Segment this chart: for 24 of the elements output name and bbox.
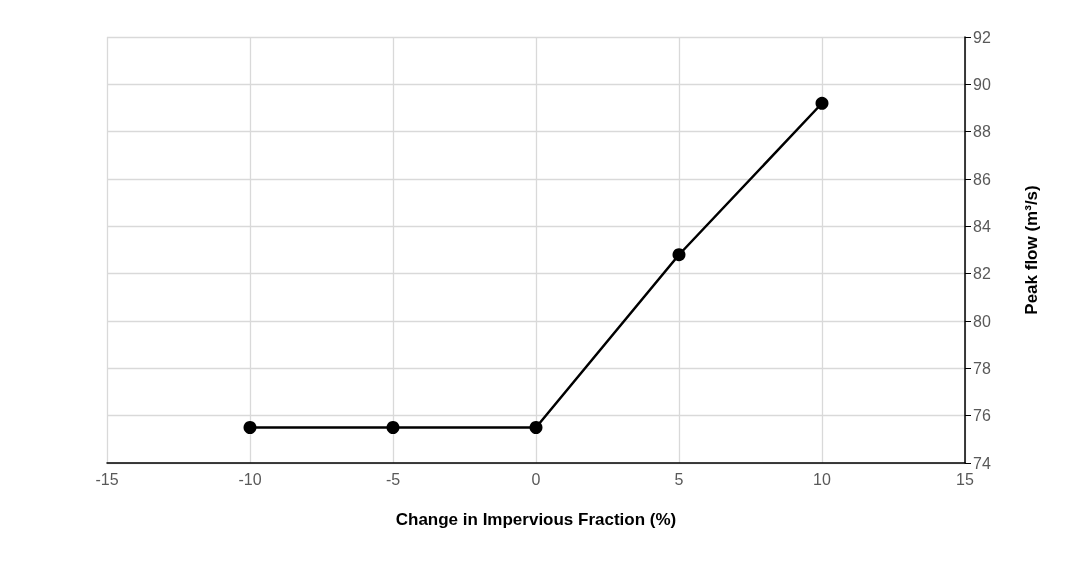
y-tick-label: 86 — [973, 170, 991, 188]
y-tick-label: 84 — [973, 217, 991, 235]
x-axis-title: Change in Impervious Fraction (%) — [395, 510, 677, 529]
x-tick-label: 15 — [956, 470, 974, 488]
y-tick-label: 76 — [973, 407, 991, 425]
point — [815, 96, 829, 110]
x-tick-label: 10 — [813, 470, 831, 488]
x-tick-label: -10 — [238, 470, 262, 488]
y-tick-label: 82 — [973, 265, 991, 283]
y-axis-title: Peak flow (m³/s) — [1022, 185, 1041, 315]
point — [529, 421, 543, 434]
x-tick-label: 5 — [674, 470, 684, 488]
x-tick-label: -15 — [95, 470, 119, 488]
y-tick-label: 74 — [973, 454, 991, 472]
point — [386, 421, 400, 434]
y-tick-label: 92 — [973, 28, 991, 46]
y-tick-label: 78 — [973, 359, 991, 377]
point — [243, 421, 257, 434]
x-tick-label: -5 — [385, 470, 401, 488]
y-tick-label: 88 — [973, 123, 991, 141]
x-tick-label: 0 — [531, 470, 541, 488]
y-tick-label: 90 — [973, 75, 991, 93]
point — [672, 248, 686, 262]
y-tick-label: 80 — [973, 312, 991, 330]
